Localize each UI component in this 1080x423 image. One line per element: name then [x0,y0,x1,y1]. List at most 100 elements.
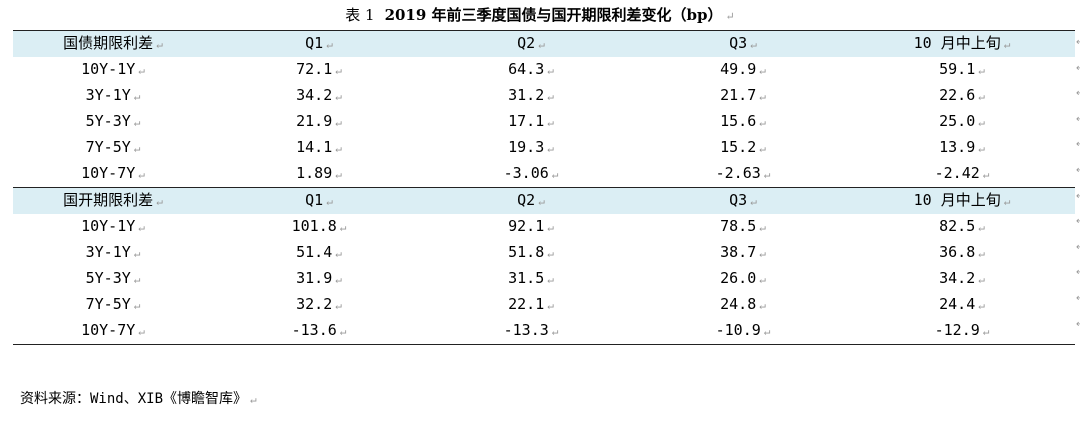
row-label-cell: 7Y-5Y ↵ [13,292,213,318]
cell-text: 31.2 [508,86,545,104]
row-end-mark-icon: ↵ [1076,184,1080,210]
cell-mark-icon: ↵ [326,195,333,208]
cell-mark-icon: ↵ [138,325,145,338]
cell-text: 59.1 [939,60,976,78]
value-cell: -12.9 ↵ [849,318,1075,345]
cell-mark-icon: ↵ [1003,38,1011,51]
cell-mark-icon: ↵ [759,64,766,77]
cell-text: -2.42 [934,164,980,182]
row-end-mark-icon: ↵ [1076,158,1080,184]
cell-text: 92.1 [508,217,545,235]
value-cell: -10.9 ↵ [637,318,849,345]
cell-mark-icon: ↵ [978,142,985,155]
value-cell: 21.9 ↵ [213,109,425,135]
row-end-marks: ↵↵↵↵↵↵↵↵↵↵↵↵ [1076,30,1080,337]
value-cell: 92.1 ↵ [425,214,637,240]
cell-mark-icon: ↵ [978,247,985,260]
cell-text: 19.3 [508,138,545,156]
paragraph-mark-icon: ↵ [250,393,257,406]
row-label-cell: 10Y-7Y ↵ [13,318,213,345]
column-header-cell: Q1 ↵ [213,30,425,57]
cell-mark-icon: ↵ [759,90,766,103]
value-cell: 25.0 ↵ [849,109,1075,135]
header-text: Q1 [305,34,324,52]
cell-mark-icon: ↵ [750,38,757,51]
cell-mark-icon: ↵ [982,168,990,181]
cell-text: 34.2 [296,86,333,104]
cell-mark-icon: ↵ [750,195,757,208]
cell-text: 36.8 [939,243,976,261]
header-text: 10 月中上旬 [913,34,1001,52]
value-cell: 49.9 ↵ [637,57,849,83]
section-title-cell: 国债期限利差 ↵ [13,30,213,57]
cell-text: -10.9 [715,321,761,339]
cell-mark-icon: ↵ [138,64,145,77]
cell-text: -13.6 [291,321,337,339]
cell-text: 22.1 [508,295,545,313]
value-cell: 17.1 ↵ [425,109,637,135]
value-cell: 15.2 ↵ [637,135,849,161]
cell-mark-icon: ↵ [133,273,141,286]
cell-mark-icon: ↵ [759,142,766,155]
caption-text: 2019 年前三季度国债与国开期限利差变化（bp） [384,6,723,24]
column-header-cell: Q2 ↵ [425,187,637,214]
cell-text: -12.9 [934,321,980,339]
cell-text: -13.3 [503,321,549,339]
header-text: Q3 [729,191,748,209]
cell-mark-icon: ↵ [978,90,985,103]
value-cell: 78.5 ↵ [637,214,849,240]
cell-text: -3.06 [503,164,549,182]
cell-mark-icon: ↵ [1003,195,1011,208]
cell-mark-icon: ↵ [133,90,141,103]
cell-mark-icon: ↵ [547,299,554,312]
cell-text: 10Y-7Y [81,321,136,339]
cell-mark-icon: ↵ [547,116,554,129]
cell-mark-icon: ↵ [335,247,342,260]
caption-number: 表 1 [345,6,375,24]
value-cell: 31.9 ↵ [213,266,425,292]
row-label-cell: 10Y-7Y ↵ [13,161,213,188]
section-header-row: 国债期限利差 ↵ Q1 ↵ Q2 ↵ Q3 ↵ 10 月中上旬 ↵ [13,30,1075,57]
cell-mark-icon: ↵ [759,221,766,234]
cell-mark-icon: ↵ [133,116,141,129]
cell-mark-icon: ↵ [547,247,554,260]
row-end-mark-icon: ↵ [1076,132,1080,158]
cell-mark-icon: ↵ [335,116,342,129]
value-cell: -2.42 ↵ [849,161,1075,188]
cell-text: 78.5 [720,217,757,235]
cell-mark-icon: ↵ [339,221,347,234]
cell-text: 49.9 [720,60,757,78]
source-text: 资料来源：Wind、XIB《博瞻智库》 [20,391,248,407]
cell-mark-icon: ↵ [763,168,771,181]
cell-text: 14.1 [296,138,333,156]
section-header-row: 国开期限利差 ↵ Q1 ↵ Q2 ↵ Q3 ↵ 10 月中上旬 ↵ [13,187,1075,214]
table-row: 7Y-5Y ↵ 14.1 ↵ 19.3 ↵ 15.2 ↵ 13.9 ↵ [13,135,1075,161]
cell-text: 10Y-7Y [81,164,136,182]
value-cell: -2.63 ↵ [637,161,849,188]
column-header-cell: 10 月中上旬 ↵ [849,30,1075,57]
cell-text: 51.8 [508,243,545,261]
column-header-cell: Q3 ↵ [637,30,849,57]
value-cell: -13.3 ↵ [425,318,637,345]
cell-mark-icon: ↵ [156,195,163,208]
table-caption: 表 1 2019 年前三季度国债与国开期限利差变化（bp） ↵ [0,4,1080,26]
cell-mark-icon: ↵ [335,299,342,312]
cell-text: 38.7 [720,243,757,261]
value-cell: 72.1 ↵ [213,57,425,83]
cell-text: 82.5 [939,217,976,235]
cell-text: 5Y-3Y [85,112,131,130]
value-cell: 31.5 ↵ [425,266,637,292]
table-row: 10Y-1Y ↵ 72.1 ↵ 64.3 ↵ 49.9 ↵ 59.1 ↵ [13,57,1075,83]
cell-text: 21.9 [296,112,333,130]
table-row: 3Y-1Y ↵ 51.4 ↵ 51.8 ↵ 38.7 ↵ 36.8 ↵ [13,240,1075,266]
cell-text: 26.0 [720,269,757,287]
row-label-cell: 10Y-1Y ↵ [13,214,213,240]
row-end-mark-icon: ↵ [1076,312,1080,338]
value-cell: 15.6 ↵ [637,109,849,135]
cell-mark-icon: ↵ [547,90,554,103]
cell-text: 10Y-1Y [81,60,136,78]
cell-mark-icon: ↵ [138,168,145,181]
cell-text: 3Y-1Y [85,243,131,261]
value-cell: 24.4 ↵ [849,292,1075,318]
row-end-mark-icon: ↵ [1076,209,1080,235]
